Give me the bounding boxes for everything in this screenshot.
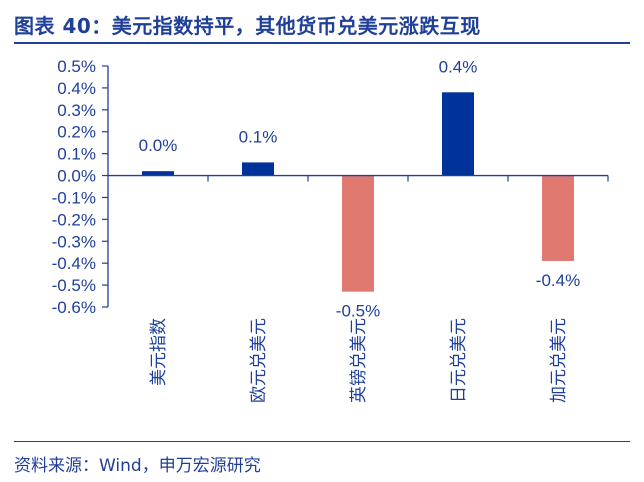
- y-axis: 0.5% 0.4% 0.3% 0.2% 0.1% 0.0% -0.1% -0.2% -0.3% -…: [52, 57, 109, 317]
- y-tick-label: -0.2%: [52, 210, 96, 229]
- y-tick-label: 0.0%: [57, 167, 96, 186]
- y-tick-label: -0.6%: [52, 298, 96, 317]
- chart-title: 图表 40：美元指数持平，其他货币兑美元涨跌互现: [14, 14, 481, 38]
- bars: [142, 92, 574, 292]
- bar: [542, 175, 574, 261]
- bar: [442, 92, 474, 176]
- x-axis: [108, 174, 609, 182]
- bar: [342, 175, 374, 292]
- y-tick-label: -0.5%: [52, 276, 96, 295]
- category-label: 加元兑美元: [549, 318, 568, 403]
- category-label: 英镑兑美元: [349, 318, 368, 403]
- y-tick-label: -0.1%: [52, 188, 96, 207]
- data-label: 0.4%: [439, 57, 478, 76]
- y-tick-label: 0.3%: [57, 101, 96, 120]
- bar-chart: 0.5% 0.4% 0.3% 0.2% 0.1% 0.0% -0.1% -0.2% -0.3% -…: [52, 57, 609, 403]
- category-labels: 美元指数 欧元兑美元 英镑兑美元 日元兑美元 加元兑美元: [149, 318, 568, 403]
- data-label: 0.1%: [239, 127, 278, 146]
- data-label: -0.5%: [336, 302, 380, 321]
- y-tick-label: 0.1%: [57, 145, 96, 164]
- y-tick-label: 0.2%: [57, 123, 96, 142]
- data-labels: 0.0% 0.1% -0.5% 0.4% -0.4%: [139, 57, 581, 320]
- bar: [142, 171, 174, 176]
- y-tick-label: -0.3%: [52, 232, 96, 251]
- source-note: 资料来源：Wind，申万宏源研究: [14, 456, 261, 476]
- category-label: 美元指数: [149, 318, 168, 386]
- category-label: 日元兑美元: [449, 318, 468, 403]
- y-tick-label: 0.4%: [57, 79, 96, 98]
- bar: [242, 162, 274, 176]
- category-label: 欧元兑美元: [249, 318, 268, 403]
- data-label: -0.4%: [536, 271, 580, 290]
- y-tick-label: -0.4%: [52, 254, 96, 273]
- y-tick-label: 0.5%: [57, 57, 96, 76]
- data-label: 0.0%: [139, 136, 178, 155]
- title-divider: [14, 42, 630, 44]
- footer-divider: [14, 441, 630, 442]
